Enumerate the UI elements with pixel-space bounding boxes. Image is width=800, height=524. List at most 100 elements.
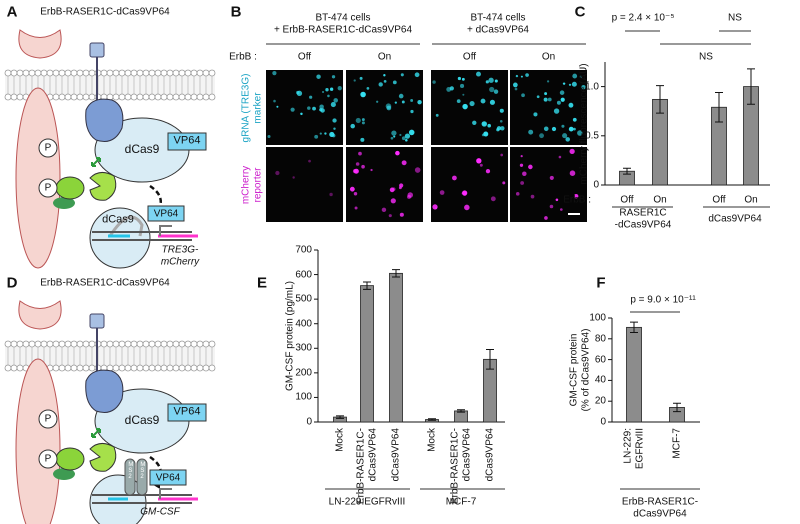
cell [407,192,414,198]
lipid-head [166,364,174,372]
cell [388,214,392,218]
lipid-head [178,69,186,77]
lipid-head [22,69,30,77]
lipid-head [58,69,66,77]
cell [320,108,325,113]
cell [476,71,481,77]
lipid-head [130,93,138,101]
cell [547,97,552,102]
lipid-head [88,93,96,101]
cell [500,153,504,157]
error-bar [715,92,723,123]
cell [543,97,548,102]
label: mCherry reporter [240,165,264,205]
y-tick-label: 600 [295,268,312,280]
cell [571,81,577,87]
y-tick-label: 80 [594,333,606,345]
group-label: LN-229:EGFRvIII [328,496,406,508]
cell [401,100,405,104]
lipid-head [154,364,162,372]
lipid-head [4,364,12,372]
lipid-head [208,364,216,372]
cell [329,192,333,197]
cell [461,192,464,195]
cell [329,131,335,138]
lipid-head [58,340,66,348]
cell [462,190,468,196]
error-bar [336,415,344,419]
cell [360,137,365,142]
y-tick-label: 0 [600,416,606,428]
y-tick-label: 40 [594,374,606,386]
label: MS2 [140,462,146,480]
y-tick-label: 0.5 [585,130,599,142]
cell [353,79,356,82]
lipid-head [154,69,162,77]
phospho [38,409,58,429]
cell [337,86,342,91]
cell [481,121,486,126]
cell [383,74,386,77]
cell [514,87,518,91]
cell [490,196,496,202]
cell [353,192,358,196]
grna [108,215,144,237]
cell [366,86,370,90]
vp64 [149,469,187,486]
lipid-head [166,69,174,77]
cell [399,133,402,137]
diagram-title: ErbB-RASER1C-dCas9VP64 [40,6,170,18]
cell [572,117,577,122]
cell [488,77,494,83]
lipid-head [4,93,12,101]
y-tick-label: 1.0 [585,80,599,92]
bar [626,326,642,423]
bar [360,285,374,423]
cell [390,198,396,204]
cell [533,112,538,117]
cell [546,80,550,83]
lipid-head [172,93,180,101]
y-tick-label: 100 [589,312,606,324]
cell [325,88,329,92]
lipid-head [82,340,90,348]
label: Off [297,51,312,63]
lipid-head [70,93,78,101]
lipid-head [118,69,126,77]
cell [568,102,574,108]
lipid-head [148,364,156,372]
lipid-head [4,340,12,348]
lipid-head [190,93,198,101]
raser-blob [85,98,124,142]
lipid-head [10,340,18,348]
label: MS2 [128,462,134,480]
panel-letter: E [256,274,268,292]
cell [378,82,383,87]
cell [358,151,362,156]
lipid-head [58,93,66,101]
cell [520,155,523,158]
cell [544,216,548,220]
x-tick-label: On [653,194,667,206]
panel-letter: B [230,3,242,21]
cell [536,95,540,99]
phospho [38,449,58,469]
lipid-head [10,93,18,101]
lipid-head [178,93,186,101]
cell [314,134,319,139]
cell [390,136,394,140]
lipid-head [40,69,48,77]
y-tick-label: 500 [295,293,312,305]
diagram-title: ErbB-RASER1C-dCas9VP64 [40,277,170,289]
lipid-head [124,69,132,77]
lipid-head [142,364,150,372]
cell [569,170,576,177]
cell [404,133,411,139]
lipid-head [208,69,216,77]
label: dCas9 [124,413,160,428]
ligand [18,300,62,330]
cell [273,99,276,103]
cell [499,108,504,113]
lipid-head [178,364,186,372]
